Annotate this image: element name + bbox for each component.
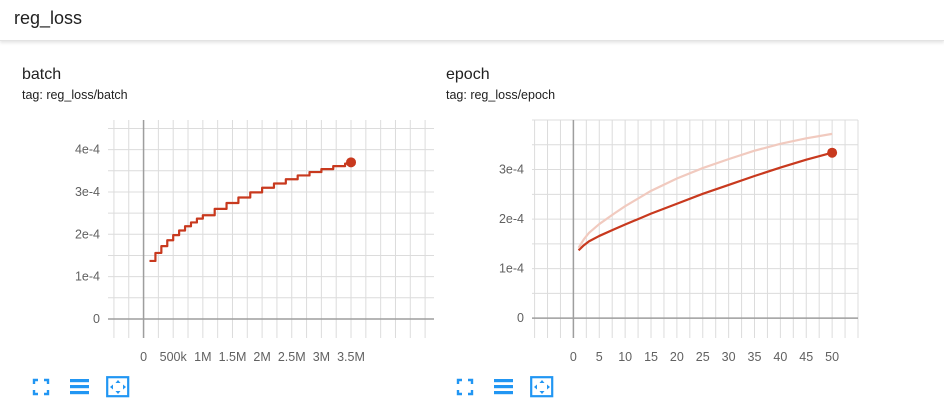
y-tick-label: 3e-4 — [499, 163, 524, 177]
fullscreen-icon[interactable] — [454, 376, 476, 398]
x-tick-label: 3.5M — [337, 350, 365, 364]
chart-batch[interactable]: 0 1e-4 2e-4 3e-4 4e-4 0 500k 1M 1.5M 2M 2.5M 3M 3.5M — [22, 110, 446, 372]
x-tick-label: 1M — [194, 350, 211, 364]
page-title: reg_loss — [14, 8, 83, 28]
x-tick-label: 10 — [618, 350, 632, 364]
chart-card-batch: batch tag: reg_loss/batch 0 1e-4 2e-4 3e-4 4… — [22, 64, 452, 410]
y-tick-label: 3e-4 — [75, 185, 100, 199]
x-tick-label: 0 — [140, 350, 147, 364]
series-line — [149, 162, 353, 263]
chart-card-epoch: epoch tag: reg_loss/epoch 0 1e-4 2e-4 3e-4 0… — [446, 64, 876, 410]
chart-title: batch — [22, 66, 62, 83]
y-tick-label: 0 — [93, 312, 100, 326]
y-tick-label: 0 — [517, 311, 524, 325]
chart-epoch[interactable]: 0 1e-4 2e-4 3e-4 0 5 10 15 20 25 30 35 40 45 50 — [446, 110, 870, 372]
y-tick-label: 1e-4 — [75, 270, 100, 284]
y-tick-label: 4e-4 — [75, 143, 100, 157]
chart-tag: tag: reg_loss/epoch — [446, 88, 556, 102]
y-tick-label: 1e-4 — [499, 262, 524, 276]
x-tick-label: 45 — [799, 350, 813, 364]
x-tick-label: 30 — [722, 350, 736, 364]
series-end-point — [827, 147, 838, 158]
x-tick-label: 1.5M — [219, 350, 247, 364]
fit-domain-icon[interactable] — [530, 376, 554, 398]
y-tick-label: 2e-4 — [75, 227, 100, 241]
x-tick-label: 5 — [596, 350, 603, 364]
page-header: reg_loss — [0, 0, 944, 41]
chart-tag: tag: reg_loss/batch — [22, 88, 128, 102]
x-tick-label: 3M — [313, 350, 330, 364]
x-tick-label: 0 — [570, 350, 577, 364]
fullscreen-icon[interactable] — [30, 376, 52, 398]
x-tick-label: 35 — [748, 350, 762, 364]
series-line — [577, 151, 833, 252]
x-tick-label: 500k — [160, 350, 188, 364]
y-tick-label: 2e-4 — [499, 212, 524, 226]
fit-domain-icon[interactable] — [106, 376, 130, 398]
x-tick-label: 2.5M — [278, 350, 306, 364]
x-tick-label: 20 — [670, 350, 684, 364]
x-tick-label: 25 — [696, 350, 710, 364]
x-tick-label: 15 — [644, 350, 658, 364]
series-line-raw — [577, 132, 833, 249]
menu-icon[interactable] — [492, 376, 514, 398]
x-tick-label: 2M — [253, 350, 270, 364]
x-tick-label: 40 — [773, 350, 787, 364]
chart-title: epoch — [446, 66, 490, 83]
series-end-point — [346, 157, 357, 168]
x-tick-label: 50 — [825, 350, 839, 364]
menu-icon[interactable] — [68, 376, 90, 398]
